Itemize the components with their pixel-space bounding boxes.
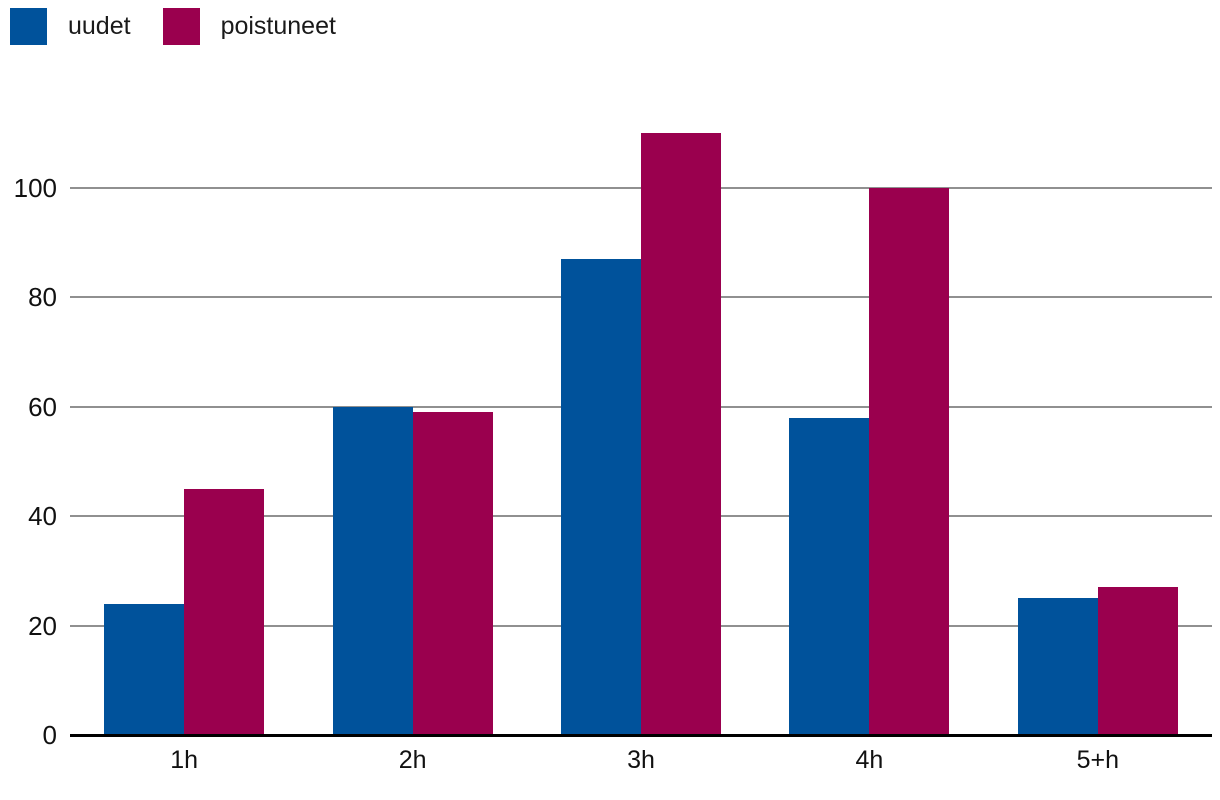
legend-label-poistuneet: poistuneet: [220, 12, 336, 40]
x-axis-line: [70, 734, 1212, 737]
bar-uudet-5+h: [1017, 598, 1098, 734]
legend: uudet poistuneet: [10, 8, 336, 45]
y-tick-label: 0: [42, 720, 57, 750]
x-tick-label: 1h: [170, 746, 199, 774]
legend-item-poistuneet: poistuneet: [162, 8, 336, 45]
legend-swatch-poistuneet: [162, 8, 200, 45]
legend-swatch-uudet: [10, 8, 47, 45]
y-tick-label: 60: [28, 391, 57, 422]
bar-uudet-2h: [332, 406, 413, 734]
y-tick-label: 100: [13, 172, 57, 203]
bar-poistuneet-1h: [184, 488, 265, 734]
bar-uudet-1h: [104, 603, 185, 734]
x-tick-label: 3h: [627, 746, 655, 774]
x-tick-label: 4h: [855, 746, 884, 774]
legend-label-uudet: uudet: [68, 12, 131, 40]
bar-poistuneet-5+h: [1097, 587, 1178, 734]
bar-poistuneet-4h: [869, 187, 950, 734]
x-tick-label: 5+h: [1076, 746, 1119, 774]
y-tick-label: 20: [28, 610, 57, 641]
bar-poistuneet-2h: [412, 412, 493, 734]
y-tick-label: 40: [28, 501, 57, 532]
bar-uudet-3h: [561, 258, 641, 734]
bar-uudet-4h: [789, 417, 870, 734]
bar-poistuneet-3h: [641, 132, 721, 734]
legend-item-uudet: uudet: [10, 8, 131, 45]
y-tick-label: 80: [28, 282, 57, 313]
x-tick-label: 2h: [398, 746, 427, 774]
